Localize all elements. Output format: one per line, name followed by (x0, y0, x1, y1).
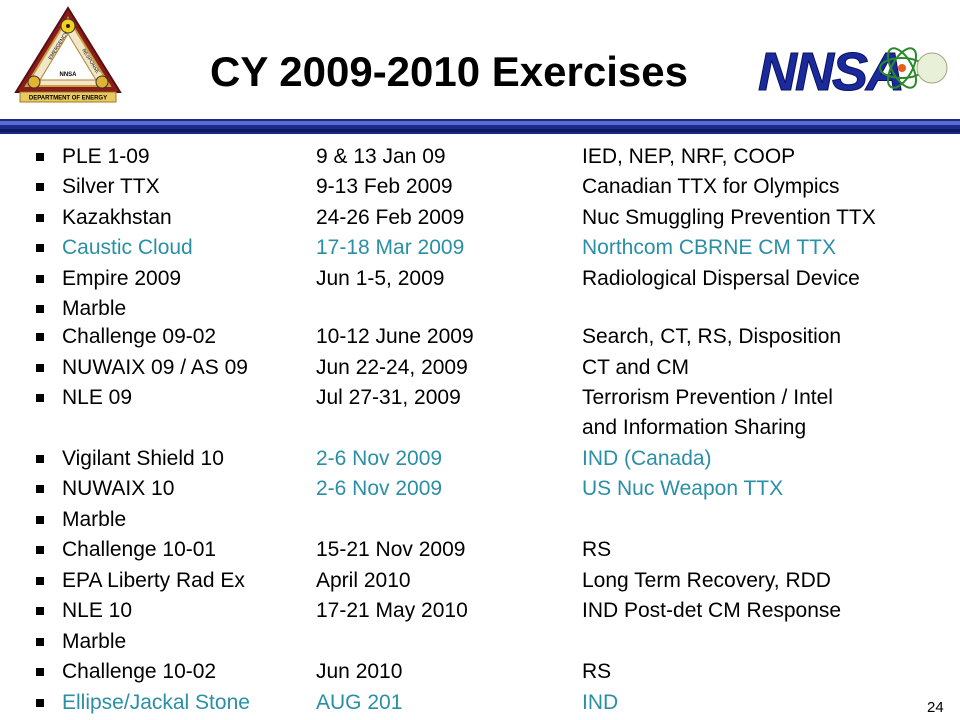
bullet-icon (36, 485, 44, 493)
bullet-icon (36, 333, 44, 341)
exercise-description: US Nuc Weapon TTX (582, 477, 784, 500)
list-item: Empire 2009 Jun 1-5, 2009 Radiological Dis… (0, 264, 960, 294)
header-rule (0, 119, 960, 134)
list-item: Silver TTX 9-13 Feb 2009 Canadian TTX for … (0, 172, 960, 202)
exercise-description: Search, CT, RS, Disposition (582, 325, 842, 348)
exercise-date: Jul 27-31, 2009 (316, 386, 461, 409)
bullet-icon (36, 607, 44, 615)
list-item: Caustic Cloud 17-18 Mar 2009 Northcom CBRN… (0, 233, 960, 263)
exercise-date: Jun 1-5, 2009 (316, 267, 445, 290)
exercise-date: 2-6 Nov 2009 (316, 447, 443, 470)
exercise-name: Marble (62, 508, 127, 531)
exercise-description: RS (582, 538, 612, 561)
list-item: Challenge 10-01 15-21 Nov 2009 RS (0, 535, 960, 565)
bullet-icon (36, 638, 44, 646)
list-item: NLE 10 17-21 May 2010 IND Post-det CM Resp… (0, 596, 960, 626)
exercise-description: IED, NEP, NRF, COOP (582, 145, 796, 168)
exercise-name: Silver TTX (62, 175, 160, 198)
exercise-name: Marble (62, 630, 127, 653)
exercise-name: Challenge 10-01 (62, 538, 217, 561)
exercise-date: 10-12 June 2009 (316, 325, 474, 348)
list-item: NLE 09 Jul 27-31, 2009 Terrorism Preventio… (0, 383, 960, 413)
exercise-date: April 2010 (316, 569, 411, 592)
exercise-date: 9 & 13 Jan 09 (316, 145, 446, 168)
bullet-icon (36, 699, 44, 707)
exercise-description: Northcom CBRNE CM TTX (582, 236, 836, 259)
exercise-date: 24-26 Feb 2009 (316, 206, 465, 229)
exercise-name: NLE 09 (62, 386, 133, 409)
nnsa-logo: NNSA (758, 42, 948, 100)
doe-seal-icon (916, 52, 948, 84)
exercise-date: AUG 201 (316, 691, 403, 714)
exercise-name: Marble (62, 297, 127, 320)
bullet-icon (36, 546, 44, 554)
list-item: Marble (0, 627, 960, 657)
bullet-icon (36, 455, 44, 463)
exercise-name: EPA Liberty Rad Ex (62, 569, 245, 592)
bullet-icon (36, 577, 44, 585)
exercise-description: CT and CM (582, 356, 689, 379)
exercise-name: NLE 10 (62, 599, 133, 622)
list-item: Kazakhstan 24-26 Feb 2009 Nuc Smuggling Pr… (0, 203, 960, 233)
bullet-icon (36, 305, 44, 313)
exercise-description: RS (582, 660, 612, 683)
exercise-name: PLE 1-09 (62, 145, 150, 168)
bullet-icon (36, 153, 44, 161)
exercise-name: Empire 2009 (62, 267, 182, 290)
exercise-description: IND Post-det CM Response (582, 599, 842, 622)
exercise-name: Kazakhstan (62, 206, 172, 229)
bullet-icon (36, 394, 44, 402)
exercise-name: NUWAIX 09 / AS 09 (62, 356, 248, 379)
list-item: Marble (0, 505, 960, 535)
bullet-icon (36, 183, 44, 191)
page-number: 24 (927, 699, 944, 716)
exercise-name: NUWAIX 10 (62, 477, 175, 500)
exercise-description: Canadian TTX for Olympics (582, 175, 840, 198)
exercise-description: Nuc Smuggling Prevention TTX (582, 206, 876, 229)
emblem-ribbon-text: DEPARTMENT OF ENERGY (29, 96, 107, 102)
list-item: PLE 1-09 9 & 13 Jan 09 IED, NEP, NRF, COOP (0, 142, 960, 172)
exercise-name: Ellipse/Jackal Stone (62, 691, 250, 714)
exercise-date: 17-21 May 2010 (316, 599, 468, 622)
emblem-center-text: NNSA (59, 72, 77, 78)
exercise-name: Challenge 10-02 (62, 660, 217, 683)
bullet-icon (36, 364, 44, 372)
exercise-description: Terrorism Prevention / Intel (582, 386, 833, 409)
list-item: Challenge 10-02 Jun 2010 RS (0, 657, 960, 687)
exercise-date: 17-18 Mar 2009 (316, 236, 465, 259)
exercise-description: Long Term Recovery, RDD (582, 569, 831, 592)
list-item: NUWAIX 10 2-6 Nov 2009 US Nuc Weapon TTX (0, 474, 960, 504)
bullet-icon (36, 214, 44, 222)
exercise-description: and Information Sharing (582, 416, 807, 439)
exercise-description: IND (582, 691, 619, 714)
doe-emergency-response-emblem: EMERGENCY RESPONSE NNSA DEPARTMENT OF EN… (14, 6, 122, 103)
bullet-icon (36, 516, 44, 524)
bullet-icon (36, 244, 44, 252)
list-item: Vigilant Shield 10 2-6 Nov 2009 IND (Canad… (0, 444, 960, 474)
exercise-date: Jun 22-24, 2009 (316, 356, 468, 379)
list-item: NUWAIX 09 / AS 09 Jun 22-24, 2009 CT and C… (0, 353, 960, 383)
exercise-date: Jun 2010 (316, 660, 403, 683)
exercise-description: Radiological Dispersal Device (582, 267, 860, 290)
list-item: EPA Liberty Rad Ex April 2010 Long Term Re… (0, 566, 960, 596)
exercise-date: 15-21 Nov 2009 (316, 538, 466, 561)
list-item: Ellipse/Jackal Stone AUG 201 IND (0, 688, 960, 718)
page-title: CY 2009-2010 Exercises (210, 48, 688, 95)
list-item: and Information Sharing (0, 413, 960, 443)
exercise-date: 2-6 Nov 2009 (316, 477, 443, 500)
exercise-description: IND (Canada) (582, 447, 712, 470)
exercise-date: 9-13 Feb 2009 (316, 175, 453, 198)
exercise-name: Vigilant Shield 10 (62, 447, 224, 470)
exercise-name: Challenge 09-02 (62, 325, 217, 348)
bullet-icon (36, 275, 44, 283)
list-item: Marble (0, 294, 960, 324)
list-item: Challenge 09-02 10-12 June 2009 Search, CT… (0, 322, 960, 352)
bullet-icon (36, 668, 44, 676)
exercise-name: Caustic Cloud (62, 236, 193, 259)
